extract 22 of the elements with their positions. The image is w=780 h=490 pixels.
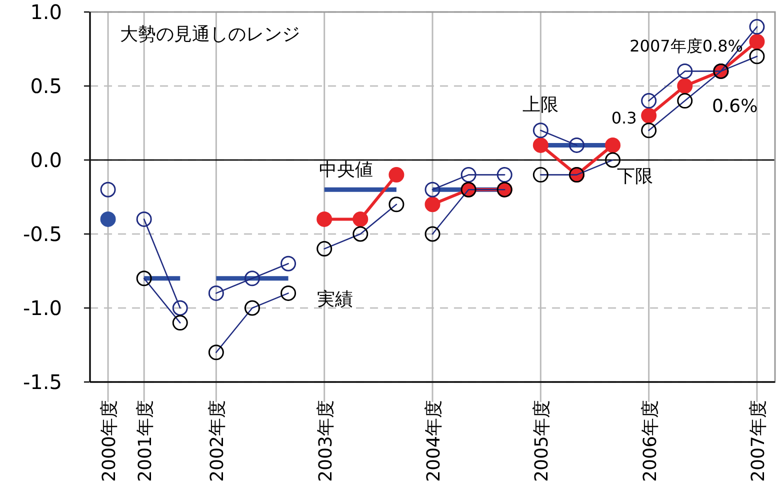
annotation: 0.6% — [712, 96, 758, 117]
y-tick-label: 0.0 — [30, 148, 62, 172]
annotation: 中央値 — [318, 160, 373, 181]
annotation: 上限 — [522, 94, 559, 116]
y-tick-label: 1.0 — [30, 0, 62, 24]
y-tick-label: -1.5 — [22, 370, 62, 394]
annotation: 下限 — [616, 166, 653, 187]
annotation: 大勢の見通しのレンジ — [120, 24, 300, 45]
y-tick-label: 0.5 — [30, 74, 62, 98]
x-tick-label: 2007年度 — [748, 400, 769, 482]
x-tick-label: 2001年度 — [135, 400, 156, 482]
x-tick-label: 2004年度 — [424, 400, 444, 482]
y-tick-label: -0.5 — [22, 222, 62, 246]
annotation: 2007年度0.8% — [630, 36, 743, 56]
annotation: 0.3 — [611, 108, 637, 128]
y-tick-label: -1.0 — [22, 296, 62, 320]
x-tick-label: 2000年度 — [99, 400, 120, 482]
x-tick-label: 2003年度 — [315, 400, 336, 482]
x-tick-label: 2006年度 — [640, 400, 661, 482]
x-tick-label: 2005年度 — [532, 400, 553, 482]
annotation: 実績 — [317, 289, 353, 310]
x-tick-label: 2002年度 — [207, 400, 228, 482]
